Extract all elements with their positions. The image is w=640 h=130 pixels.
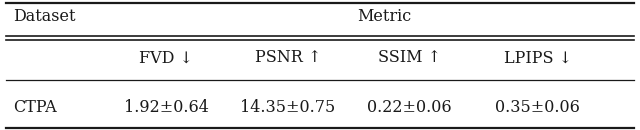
Text: 0.35±0.06: 0.35±0.06 — [495, 99, 580, 116]
Text: PSNR ↑: PSNR ↑ — [255, 49, 321, 66]
Text: 14.35±0.75: 14.35±0.75 — [241, 99, 335, 116]
Text: 0.22±0.06: 0.22±0.06 — [367, 99, 452, 116]
Text: FVD ↓: FVD ↓ — [140, 49, 193, 66]
Text: SSIM ↑: SSIM ↑ — [378, 49, 441, 66]
Text: CTPA: CTPA — [13, 99, 56, 116]
Text: LPIPS ↓: LPIPS ↓ — [504, 49, 572, 66]
Text: 1.92±0.64: 1.92±0.64 — [124, 99, 209, 116]
Text: Dataset: Dataset — [13, 8, 76, 25]
Text: Metric: Metric — [357, 8, 411, 25]
